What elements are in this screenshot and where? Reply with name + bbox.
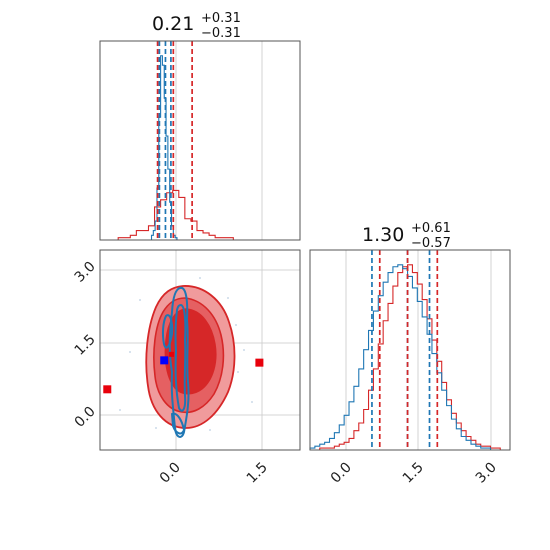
bottom-right-title-value: 1.30 [362,224,404,246]
scatter-dot [209,429,211,431]
bottom-right-grid [345,250,492,450]
top-left-title-minus: −0.31 [201,26,241,41]
red-mean-marker [169,351,175,357]
red-contours [145,285,236,429]
bottom-right-histogram-series-1 [309,264,510,451]
scatter-dot [235,324,237,326]
scatter-dot [237,371,239,373]
panel-top-left: 0.21 +0.31 −0.31 [99,7,301,241]
bottom-right-xtick-2: 3.0 [473,460,500,487]
blue-marker [160,356,169,365]
blue-contours [161,286,190,438]
bottom-left-ytick-1: 1.5 [72,332,99,359]
red-marker-0 [103,385,112,394]
bottom-left-ytick-0: 0.0 [72,404,99,431]
panel-bottom-right: 1.30 +0.61 −0.57 0.0 1.5 3.0 [309,217,511,487]
scatter-dot [119,409,121,411]
bottom-right-title-minus: −0.57 [411,236,451,251]
top-left-title: 0.21 +0.31 −0.31 [152,7,246,41]
blue-contour-side [161,314,174,349]
bottom-right-title-plus: +0.61 [411,221,451,236]
red-marker-1 [255,358,264,367]
bottom-right-histogram-series-0 [310,264,510,451]
scatter-dot [243,349,245,351]
top-left-title-value: 0.21 [152,13,194,35]
top-left-quantile-lines [156,41,193,240]
blue-contour-outer [168,286,190,438]
top-left-histogram-series-0 [100,189,246,241]
bottom-right-title: 1.30 +0.61 −0.57 [362,217,456,251]
top-left-frame [99,40,301,241]
bottom-right-quantile-lines [371,250,439,450]
panel-bottom-left: 0.0 1.5 0.0 1.5 3.0 [72,249,301,487]
bottom-left-markers [103,351,264,394]
bottom-left-frame [99,249,301,451]
blue-contour-tail [170,412,186,435]
bottom-right-xtick-0: 0.0 [328,460,355,487]
scatter-dot [251,401,253,403]
top-left-grid [175,41,263,240]
scatter-dot [227,297,229,299]
scatter-dot [139,299,141,301]
bottom-left-xtick-0: 0.0 [157,460,184,487]
bottom-left-xtick-1: 1.5 [244,460,271,487]
scatter-dot [129,351,131,353]
scatter-dots [119,277,253,431]
blue-contour-inner [174,303,187,412]
bottom-right-frame [309,249,511,451]
top-left-title-plus: +0.31 [201,11,241,26]
scatter-dot [155,427,157,429]
scatter-dot [199,277,201,279]
red-contour-inner [164,308,217,395]
bottom-right-xtick-1: 1.5 [400,460,427,487]
bottom-right-histograms [309,264,510,451]
bottom-left-ytick-2: 3.0 [72,259,99,286]
